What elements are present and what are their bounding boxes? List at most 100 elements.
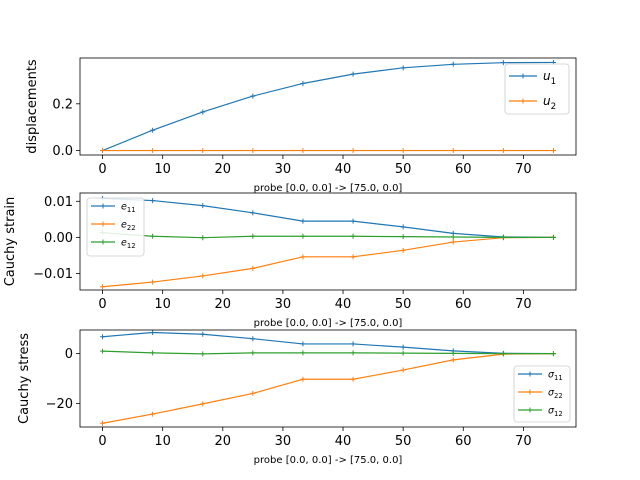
data-point-e22 bbox=[250, 265, 256, 271]
legend-marker-e12 bbox=[100, 239, 106, 245]
x-tick-label: 70 bbox=[515, 162, 532, 177]
data-point-e11 bbox=[400, 224, 406, 230]
y-tick-label: −0.01 bbox=[33, 267, 73, 282]
x-tick-label: 10 bbox=[154, 297, 171, 312]
y-tick-label: 0.0 bbox=[52, 144, 73, 159]
data-point-u2 bbox=[550, 148, 556, 154]
data-point-e12 bbox=[350, 233, 356, 239]
legend-marker-e11 bbox=[100, 203, 106, 209]
series-line-σ22 bbox=[102, 353, 554, 424]
series-line-u1 bbox=[102, 61, 554, 152]
series-σ11 bbox=[100, 329, 556, 357]
data-point-e22 bbox=[350, 254, 356, 260]
legend-label-σ12: σ12 bbox=[548, 405, 563, 418]
x-tick-label: 60 bbox=[455, 297, 472, 312]
legend-label-σ22: σ22 bbox=[548, 387, 563, 400]
legend-label-e22: e22 bbox=[121, 219, 136, 232]
series-line-e22 bbox=[102, 236, 554, 288]
data-point-σ12 bbox=[550, 351, 556, 357]
y-tick-label: 0.00 bbox=[44, 231, 73, 246]
legend-label-e11: e11 bbox=[121, 201, 136, 214]
x-tick-label: 0 bbox=[98, 162, 106, 177]
data-point-e22 bbox=[300, 254, 306, 260]
x-tick-label: 20 bbox=[215, 434, 232, 449]
x-tick-label: 40 bbox=[335, 162, 352, 177]
data-point-u2 bbox=[450, 148, 456, 154]
data-point-σ22 bbox=[250, 390, 256, 396]
data-point-σ12 bbox=[100, 348, 106, 354]
data-point-e12 bbox=[200, 235, 206, 241]
data-point-e12 bbox=[300, 233, 306, 239]
series-σ22 bbox=[100, 351, 556, 426]
data-point-σ12 bbox=[500, 351, 506, 357]
series-line-σ11 bbox=[102, 331, 554, 355]
legend-marker-e22 bbox=[100, 221, 106, 227]
data-point-u1 bbox=[350, 71, 356, 77]
legend-marker-u1 bbox=[520, 73, 526, 79]
series-σ12 bbox=[100, 348, 556, 357]
data-point-e22 bbox=[400, 247, 406, 253]
data-point-u2 bbox=[250, 148, 256, 154]
data-point-σ22 bbox=[350, 376, 356, 382]
legend-label-σ11: σ11 bbox=[548, 369, 563, 382]
data-point-u2 bbox=[150, 148, 156, 154]
data-point-e12 bbox=[450, 234, 456, 240]
x-axis-label: probe [0.0, 0.0] -> [75.0, 0.0] bbox=[254, 318, 403, 329]
x-tick-label: 20 bbox=[215, 162, 232, 177]
data-point-σ22 bbox=[150, 411, 156, 417]
data-point-u1 bbox=[450, 61, 456, 67]
data-point-σ22 bbox=[450, 357, 456, 363]
data-point-e12 bbox=[550, 234, 556, 240]
data-point-σ11 bbox=[200, 331, 206, 337]
x-tick-label: 0 bbox=[98, 297, 106, 312]
y-axis-label: Cauchy stress bbox=[17, 333, 32, 424]
x-tick-label: 0 bbox=[98, 434, 106, 449]
data-point-u2 bbox=[400, 148, 406, 154]
data-point-u1 bbox=[250, 93, 256, 99]
legend-frame bbox=[504, 63, 570, 115]
data-point-e12 bbox=[250, 233, 256, 239]
x-tick-label: 40 bbox=[335, 434, 352, 449]
subplot-3: 0 10 20 30 40 50 60 70 0 −20 probe [0.0, 0.0] -> [… bbox=[17, 329, 577, 466]
legend-label-u2: u2 bbox=[543, 94, 556, 112]
data-point-e22 bbox=[200, 273, 206, 279]
series-e22 bbox=[100, 234, 556, 290]
y-tick-label: 0 bbox=[65, 347, 73, 362]
data-point-σ12 bbox=[150, 350, 156, 356]
axes-frame bbox=[79, 192, 577, 291]
data-point-u1 bbox=[400, 65, 406, 71]
data-point-e22 bbox=[450, 239, 456, 245]
data-point-e22 bbox=[150, 279, 156, 285]
data-point-σ11 bbox=[250, 336, 256, 342]
x-tick-label: 30 bbox=[275, 434, 292, 449]
data-point-σ22 bbox=[100, 420, 106, 426]
x-tick-label: 50 bbox=[395, 434, 412, 449]
data-point-u2 bbox=[350, 148, 356, 154]
legend-marker-σ11 bbox=[527, 371, 533, 377]
y-tick-label: −20 bbox=[46, 397, 73, 412]
legend-frame bbox=[513, 365, 571, 423]
legend-label-e12: e12 bbox=[121, 237, 136, 250]
data-point-σ11 bbox=[300, 341, 306, 347]
legend-label-u1: u1 bbox=[543, 69, 556, 87]
data-point-e22 bbox=[100, 284, 106, 290]
legend: σ11 σ22 σ12 bbox=[513, 365, 571, 423]
x-tick-label: 20 bbox=[215, 297, 232, 312]
series-line-e12 bbox=[102, 232, 554, 239]
x-tick-label: 30 bbox=[275, 162, 292, 177]
data-point-e11 bbox=[300, 218, 306, 224]
x-tick-label: 60 bbox=[455, 434, 472, 449]
x-tick-label: 50 bbox=[395, 162, 412, 177]
data-point-σ11 bbox=[150, 329, 156, 335]
data-point-σ12 bbox=[200, 351, 206, 357]
x-tick-label: 10 bbox=[154, 162, 171, 177]
data-point-σ22 bbox=[200, 401, 206, 407]
data-point-σ11 bbox=[350, 341, 356, 347]
subplot-2: 0 10 20 30 40 50 60 70 0.01 0.00 −0.01 probe [0.0, … bbox=[3, 192, 577, 329]
data-point-e12 bbox=[500, 234, 506, 240]
data-point-u2 bbox=[500, 148, 506, 154]
series-u1 bbox=[100, 59, 556, 154]
x-axis-label: probe [0.0, 0.0] -> [75.0, 0.0] bbox=[254, 183, 403, 194]
data-point-e12 bbox=[150, 233, 156, 239]
